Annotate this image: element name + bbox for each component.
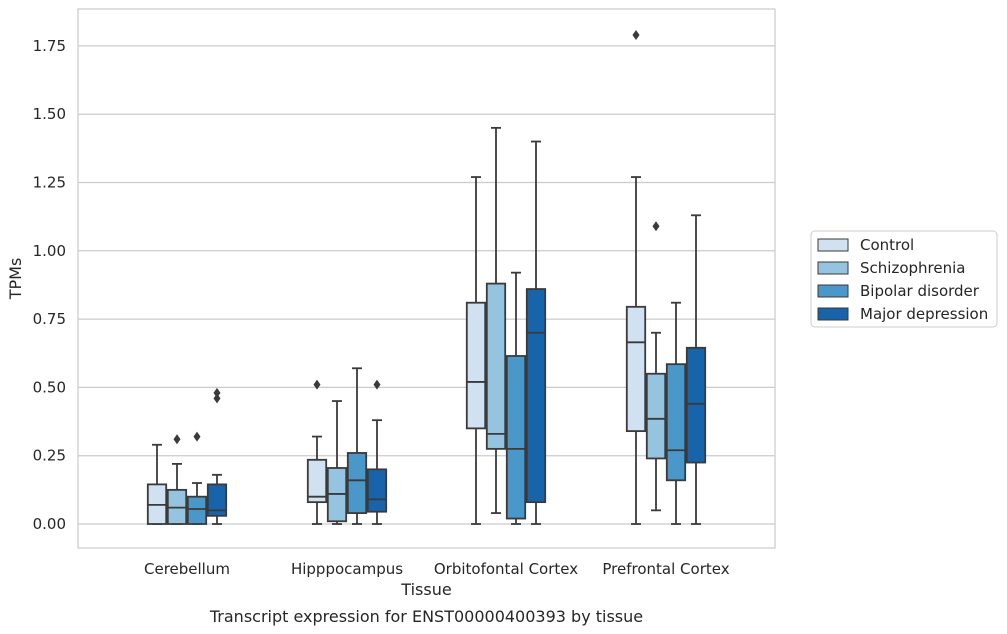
box-plot [625,29,647,525]
legend-item: Bipolar disorder [817,282,980,300]
box [206,483,228,517]
box [525,288,547,504]
y-tick-label: 0.50 [33,378,66,396]
outlier-point [632,29,640,40]
x-axis-label: Tissue [400,580,451,599]
y-axis-ticks: 0.00 0.25 0.50 0.75 1.00 1.25 1.50 1.75 [33,37,66,533]
x-tick-label: Hipppocampus [291,560,403,578]
box [485,282,507,450]
plot-frame [77,8,776,549]
series-schizophrenia [166,126,667,525]
box-plot [326,400,348,525]
box-plot [505,271,527,525]
y-tick-label: 0.75 [33,310,66,328]
y-tick-label: 0.25 [33,447,66,465]
y-tick-label: 1.75 [33,37,66,55]
box [346,452,368,514]
series-control [146,29,647,525]
y-tick-label: 1.00 [33,242,66,260]
box-plot [465,176,487,525]
box [505,355,527,520]
chart-caption: Transcript expression for ENST0000040039… [209,607,643,626]
legend-swatch [817,238,849,252]
box [186,495,208,525]
box-plot [685,214,707,525]
x-axis-ticks: Cerebellum Hipppocampus Orbitofontal Corte… [144,560,730,578]
x-tick-label: Cerebellum [144,560,230,578]
box-plot [366,379,388,525]
x-tick-label: Orbitofontal Cortex [434,560,578,578]
outlier-point [652,221,660,232]
series-major-depression [206,140,707,525]
outlier-point [213,393,221,404]
box-plot-series [146,29,707,525]
legend: Control Schizophrenia Bipolar disorder Majo… [810,230,998,328]
y-tick-label: 1.25 [33,174,66,192]
box-plot [166,434,188,525]
box-plot [306,379,328,525]
box-plot [525,140,547,525]
legend-label: Control [860,236,914,254]
box [306,458,328,504]
outlier-point [173,434,181,445]
y-axis-label: TPMs [6,258,25,301]
outlier-point [373,379,381,390]
outlier-point [193,431,201,442]
legend-swatch [817,261,849,275]
box-plot [186,431,208,525]
grid-lines [78,45,775,525]
box-plot [485,126,507,514]
box [465,301,487,430]
legend-swatch [817,307,849,321]
series-bipolar-disorder [186,271,687,525]
box-plot [346,367,368,525]
legend-label: Schizophrenia [860,259,965,277]
legend-label: Bipolar disorder [860,282,980,300]
y-tick-label: 1.50 [33,105,66,123]
box-plot [206,387,228,525]
legend-item: Control [817,236,914,254]
box-plot [665,301,687,525]
outlier-point [313,379,321,390]
x-tick-label: Prefrontal Cortex [602,560,729,578]
box [685,346,707,464]
legend-swatch [817,284,849,298]
outlier-point [213,387,221,398]
box [665,363,687,482]
legend-item: Major depression [817,305,988,323]
y-tick-label: 0.00 [33,515,66,533]
legend-label: Major depression [860,305,988,323]
box [366,468,388,513]
box [645,372,667,460]
box [625,305,647,433]
box-plot [645,221,667,512]
legend-frame [810,230,998,328]
legend-item: Schizophrenia [817,259,965,277]
box-plot [146,443,168,525]
